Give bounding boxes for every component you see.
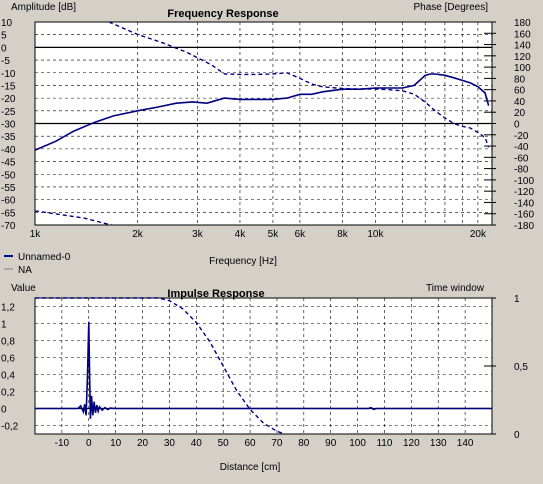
impulse-response-panel: -10 0 10 20 30 40 50 60 70 80 90 100 110 120 130 1401,2… bbox=[1, 283, 528, 473]
x-tick-label: 1k bbox=[30, 229, 42, 240]
y-tick-label: 0,4 bbox=[1, 371, 15, 382]
legend-label-na: NA bbox=[18, 265, 32, 276]
y2-tick-label: 180 bbox=[514, 18, 531, 29]
series-Unnamed-0-line bbox=[34, 73, 490, 151]
x-tick-label: 4k bbox=[235, 229, 247, 240]
y2-tick-label: 140 bbox=[514, 41, 531, 52]
x-tick-label: 20k bbox=[470, 229, 487, 240]
y2-tick-label: 120 bbox=[514, 52, 531, 63]
value-axis-label: Value bbox=[11, 283, 36, 294]
y-tick-label: -50 bbox=[1, 170, 16, 181]
y-tick-label: -45 bbox=[1, 158, 16, 169]
y-tick-label: 0 bbox=[1, 405, 7, 416]
x-tick-label: 8k bbox=[337, 229, 349, 240]
y-tick-label: 0,2 bbox=[1, 388, 15, 399]
y2-tick-label: -180 bbox=[514, 221, 534, 232]
distance-axis-label: Distance [cm] bbox=[220, 462, 281, 473]
y-tick-label: -65 bbox=[1, 208, 16, 219]
y2-tick-label: 60 bbox=[514, 86, 526, 97]
impulse-plot-area[interactable] bbox=[34, 297, 493, 435]
impulse-series bbox=[35, 297, 492, 435]
series-phase-wrapped-line bbox=[34, 210, 112, 226]
y-tick-label: -55 bbox=[1, 183, 16, 194]
x-tick-label: 120 bbox=[403, 438, 420, 449]
y2-tick-label: 0 bbox=[514, 120, 520, 131]
y-tick-label: -60 bbox=[1, 196, 16, 207]
y2-tick-label: -20 bbox=[514, 131, 529, 142]
y-tick-label: -15 bbox=[1, 81, 16, 92]
amplitude-axis-label: Amplitude [dB] bbox=[11, 2, 76, 13]
x-tick-label: 110 bbox=[376, 438, 392, 449]
y2-tick-label: -160 bbox=[514, 210, 534, 221]
x-tick-label: 130 bbox=[430, 438, 447, 449]
x-tick-label: 50 bbox=[218, 438, 230, 449]
series-time-window-line bbox=[35, 297, 286, 435]
x-tick-label: 2k bbox=[132, 229, 144, 240]
frequency-chart-title: Frequency Response bbox=[167, 8, 278, 20]
y2-tick-label: -40 bbox=[514, 142, 529, 153]
time-window-axis-label: Time window bbox=[426, 283, 485, 294]
y2-tick-label: -120 bbox=[514, 187, 534, 198]
y-tick-label: -40 bbox=[1, 145, 16, 156]
y2-tick-label: 160 bbox=[514, 29, 531, 40]
x-tick-label: 70 bbox=[271, 438, 283, 449]
y-tick-label: -0,2 bbox=[1, 422, 19, 433]
series-phase-line bbox=[108, 21, 490, 148]
x-tick-label: 5k bbox=[268, 229, 280, 240]
legend: Unnamed-0 NA bbox=[4, 252, 71, 276]
y-tick-label: -5 bbox=[1, 56, 10, 67]
y-tick-label: 1 bbox=[1, 320, 7, 331]
series-impulse-line bbox=[35, 321, 492, 419]
frequency-axis-label: Frequency [Hz] bbox=[209, 256, 277, 267]
x-tick-label: 40 bbox=[191, 438, 203, 449]
y-tick-label: 0,6 bbox=[1, 354, 15, 365]
y2-tick-label: 40 bbox=[514, 97, 526, 108]
x-tick-label: 0 bbox=[86, 438, 92, 449]
y-tick-label: -70 bbox=[1, 221, 16, 232]
y2-tick-label: 80 bbox=[514, 74, 526, 85]
x-tick-label: 10 bbox=[110, 438, 122, 449]
y2-tick-label: 0,5 bbox=[514, 362, 528, 373]
y-tick-label: 0 bbox=[1, 43, 7, 54]
x-tick-label: 3k bbox=[192, 229, 204, 240]
frequency-response-panel: 1k 2k 3k 4k 5k 6k 8k 10k 20k1050-5-10-15-20-25-3… bbox=[1, 2, 534, 276]
y-tick-label: 0,8 bbox=[1, 337, 15, 348]
y2-tick-label: 20 bbox=[514, 108, 526, 119]
y2-tick-label: -80 bbox=[514, 165, 529, 176]
x-tick-label: 60 bbox=[244, 438, 256, 449]
frequency-grid bbox=[35, 22, 492, 225]
x-tick-label: 20 bbox=[137, 438, 149, 449]
frequency-ticks: 1k 2k 3k 4k 5k 6k 8k 10k 20k1050-5-10-15-20-25-3… bbox=[1, 18, 534, 240]
frequency-series bbox=[34, 21, 490, 226]
y-tick-label: -20 bbox=[1, 94, 16, 105]
y2-tick-label: -140 bbox=[514, 198, 534, 209]
y-tick-label: 5 bbox=[1, 31, 7, 42]
y2-tick-label: -100 bbox=[514, 176, 534, 187]
phase-axis-label: Phase [Degrees] bbox=[414, 2, 489, 13]
impulse-ticks: -10 0 10 20 30 40 50 60 70 80 90 100 110 120 130 1401,2… bbox=[1, 294, 528, 449]
y2-tick-label: 1 bbox=[514, 294, 520, 305]
x-tick-label: 80 bbox=[298, 438, 310, 449]
y2-tick-label: 100 bbox=[514, 63, 531, 74]
y-tick-label: -35 bbox=[1, 132, 16, 143]
x-tick-label: 6k bbox=[295, 229, 307, 240]
y-tick-label: 1,2 bbox=[1, 303, 15, 314]
x-tick-label: 100 bbox=[349, 438, 366, 449]
y-tick-label: -10 bbox=[1, 69, 16, 80]
impulse-chart-title: Impulse Response bbox=[167, 288, 264, 300]
y-tick-label: -25 bbox=[1, 107, 16, 118]
y2-tick-label: -60 bbox=[514, 153, 529, 164]
legend-label-unnamed-0: Unnamed-0 bbox=[18, 252, 71, 263]
y2-tick-label: 0 bbox=[514, 430, 520, 441]
y-tick-label: -30 bbox=[1, 120, 16, 131]
x-tick-label: 90 bbox=[325, 438, 337, 449]
y-tick-label: 10 bbox=[1, 18, 13, 29]
x-tick-label: 10k bbox=[367, 229, 384, 240]
x-tick-label: 140 bbox=[457, 438, 474, 449]
x-tick-label: 30 bbox=[164, 438, 176, 449]
x-tick-label: -10 bbox=[55, 438, 70, 449]
